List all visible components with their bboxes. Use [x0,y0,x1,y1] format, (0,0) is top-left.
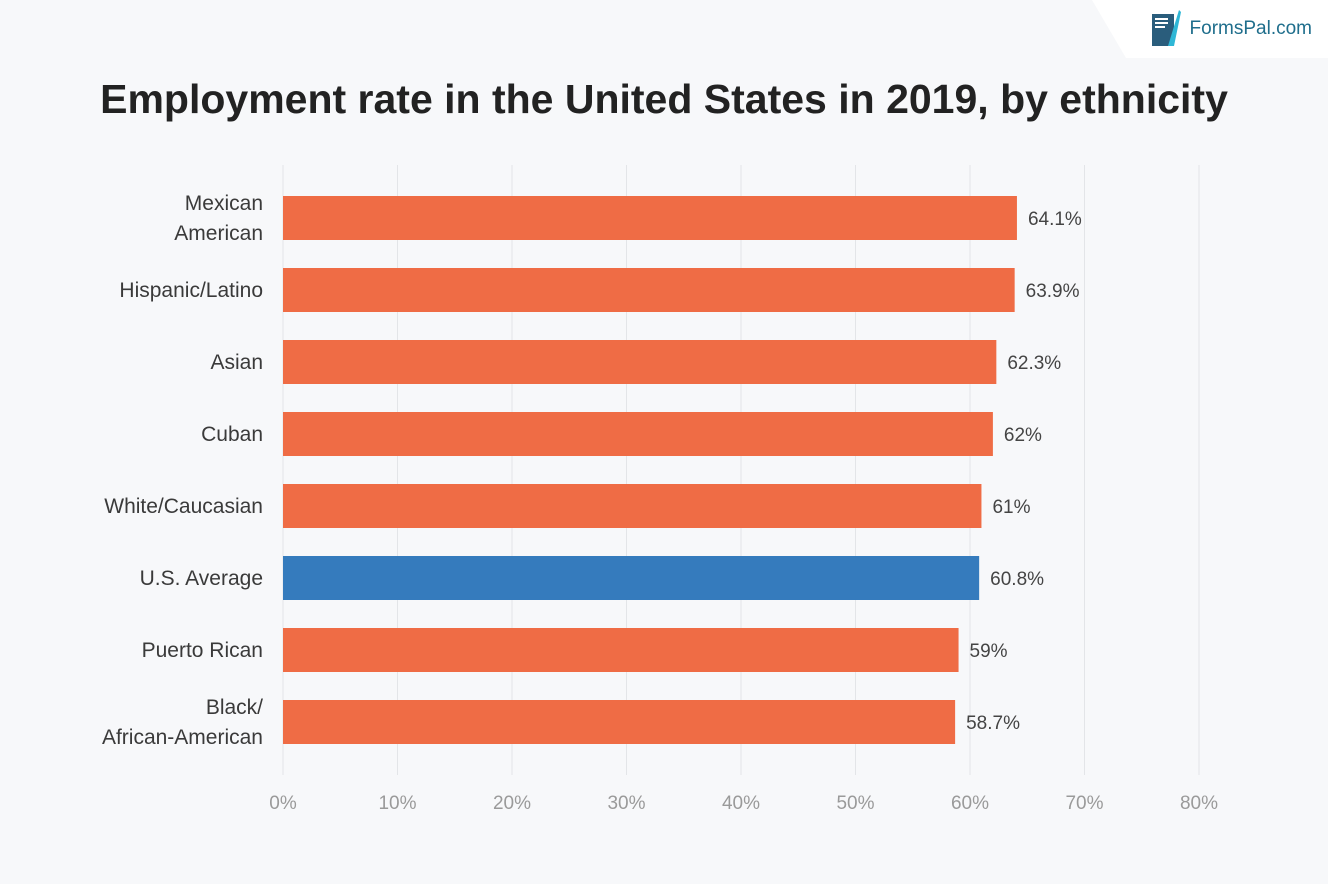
bar [283,412,993,456]
x-tick-label: 60% [951,793,989,814]
category-label: Mexican American [174,192,263,245]
x-tick-label: 70% [1065,793,1103,814]
brand-tab [1092,0,1328,58]
x-tick-label: 10% [378,793,416,814]
brand-name: FormsPal.com [1189,18,1312,39]
x-tick-label: 0% [269,793,297,814]
data-label: 58.7% [966,713,1020,734]
bar [283,700,956,744]
category-label: Asian [210,351,263,374]
bar [283,340,997,384]
category-label: Black/African-American [102,696,263,749]
category-label: Cuban [201,423,263,446]
x-tick-label: 80% [1180,793,1218,814]
x-tick-label: 30% [607,793,645,814]
bar [283,196,1017,240]
category-label: Hispanic/Latino [119,279,263,302]
data-label: 64.1% [1028,209,1082,230]
category-label: Puerto Rican [142,639,263,662]
bar [283,628,959,672]
x-tick-label: 50% [836,793,874,814]
category-label: U.S. Average [140,567,263,590]
data-label: 63.9% [1026,281,1080,302]
data-label: 62.3% [1007,353,1061,374]
chart-title: Employment rate in the United States in … [100,76,1228,122]
data-label: 60.8% [990,569,1044,590]
bar [283,268,1015,312]
bar [283,484,982,528]
x-tick-label: 20% [493,793,531,814]
category-label: White/Caucasian [104,495,263,518]
bar [283,556,980,600]
data-label: 61% [992,497,1030,518]
data-label: 62% [1004,425,1042,446]
brand-logo[interactable]: FormsPal.com [1150,8,1312,50]
x-tick-label: 40% [722,793,760,814]
formspal-logo-icon [1151,10,1181,46]
data-label: 59% [970,641,1008,662]
